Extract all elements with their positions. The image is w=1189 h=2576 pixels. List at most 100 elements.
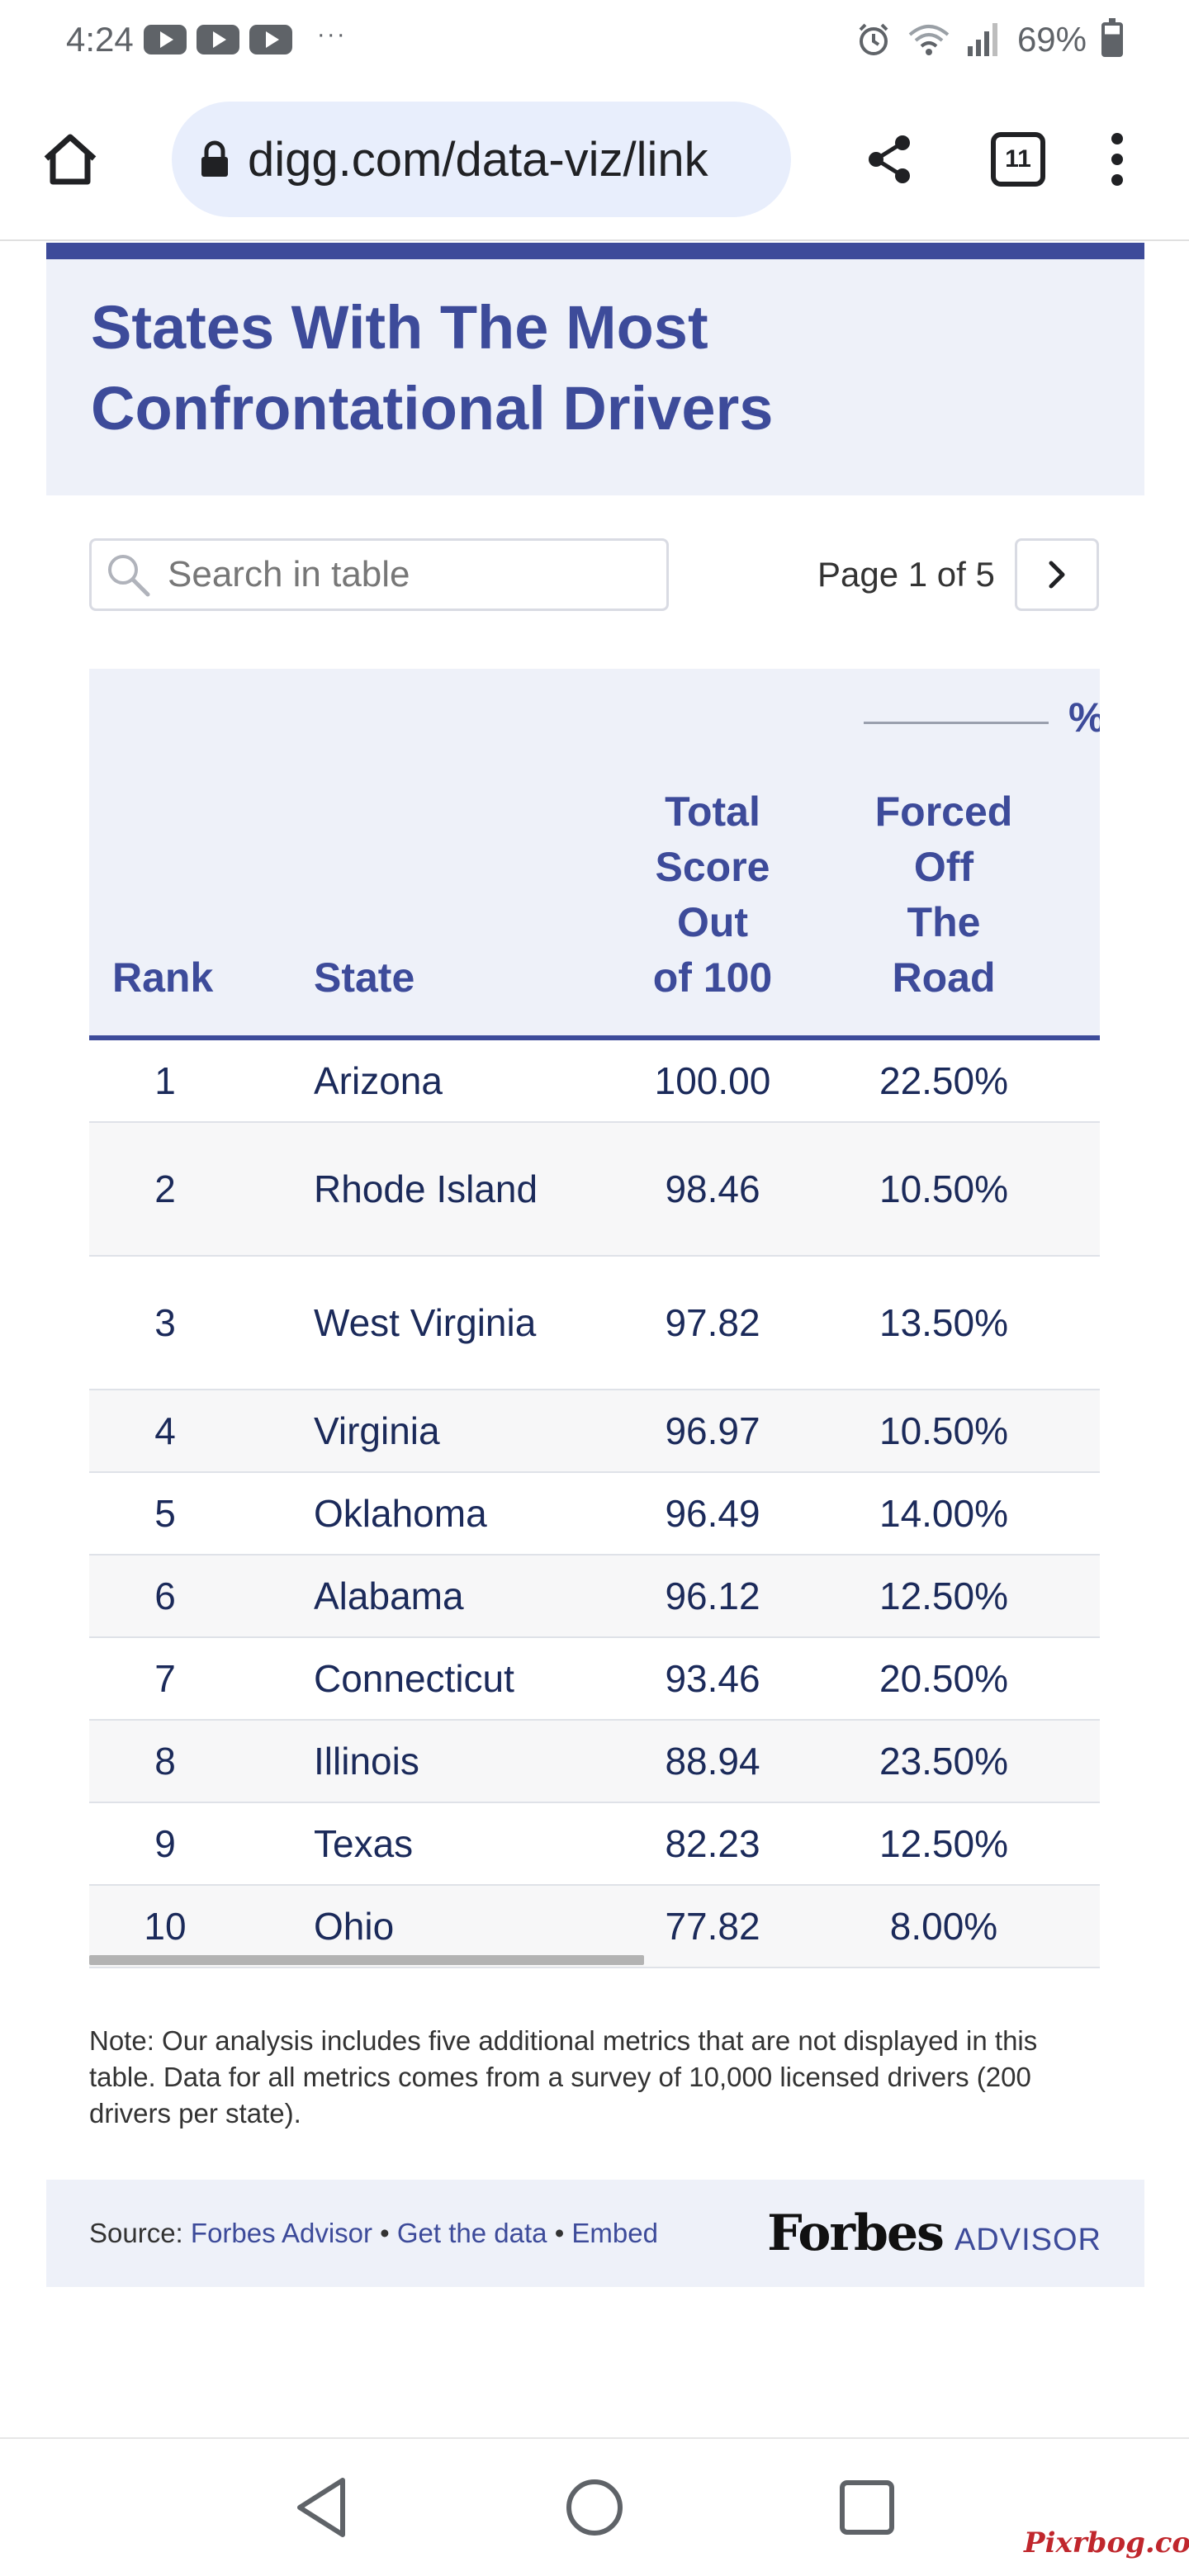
cell-state: Rhode Island xyxy=(314,1167,538,1210)
cell-state: Illinois xyxy=(314,1740,419,1783)
column-group-header: % xyxy=(1068,694,1100,741)
cell-rank: 4 xyxy=(154,1409,176,1452)
table-search[interactable] xyxy=(89,538,669,611)
recents-button[interactable] xyxy=(834,2474,900,2540)
cell-rank: 7 xyxy=(154,1657,176,1700)
pagination: Page 1 of 5 xyxy=(817,538,1099,611)
logo-suffix: ADVISOR xyxy=(954,2223,1101,2257)
cell-score: 98.46 xyxy=(665,1167,760,1210)
cell-forced: 8.00% xyxy=(889,1905,998,1948)
share-icon xyxy=(869,135,910,183)
url-text[interactable]: digg.com/data-viz/link xyxy=(248,132,708,187)
cell-state: Ohio xyxy=(314,1905,395,1948)
youtube-notification-icon xyxy=(143,25,187,54)
menu-dot-icon xyxy=(1111,174,1123,186)
cell-rank: 6 xyxy=(154,1574,176,1617)
system-navigation-bar xyxy=(0,2437,1189,2576)
source-prefix: Source: xyxy=(89,2218,191,2248)
back-triangle-icon xyxy=(297,2478,345,2537)
home-icon xyxy=(44,134,97,185)
cell-rank: 2 xyxy=(154,1167,176,1210)
cell-forced: 22.50% xyxy=(879,1059,1008,1102)
address-bar[interactable]: digg.com/data-viz/link xyxy=(172,102,791,217)
separator: • xyxy=(547,2218,572,2248)
table-row: 1 Arizona 100.00 22.50% xyxy=(89,1040,1100,1123)
back-button[interactable] xyxy=(289,2474,355,2540)
header-text: Total xyxy=(665,788,760,835)
home-circle-icon xyxy=(566,2479,623,2536)
table-horizontal-scrollbar[interactable] xyxy=(89,1955,644,1965)
source-link[interactable]: Forbes Advisor xyxy=(190,2218,372,2248)
card-title-panel: States With The Most Confrontational Dri… xyxy=(46,259,1144,495)
browser-toolbar: digg.com/data-viz/link 11 xyxy=(0,79,1189,241)
status-left: 4:24 ··· xyxy=(66,20,347,59)
table-row: 6 Alabama 96.12 12.50% xyxy=(89,1556,1100,1638)
column-header-rank[interactable]: Rank xyxy=(112,954,214,1001)
youtube-notification-icon xyxy=(196,25,239,54)
header-text: Road xyxy=(892,954,996,1001)
status-bar: 4:24 ··· 69% xyxy=(0,0,1189,79)
data-table[interactable]: % Rank State Total Score Out of 100 Forc… xyxy=(89,669,1100,1972)
table-row: 7 Connecticut 93.46 20.50% xyxy=(89,1638,1100,1721)
tab-switcher-button[interactable]: 11 xyxy=(991,132,1045,187)
embed-link[interactable]: Embed xyxy=(571,2218,658,2248)
cell-forced: 20.50% xyxy=(879,1657,1008,1700)
more-notifications-indicator: ··· xyxy=(316,21,347,48)
cell-score: 82.23 xyxy=(665,1822,760,1865)
cell-forced: 12.50% xyxy=(879,1822,1008,1865)
lock-icon[interactable] xyxy=(200,140,230,178)
table-row: 3 West Virginia 97.82 13.50% xyxy=(89,1257,1100,1390)
share-button[interactable] xyxy=(860,130,918,188)
source-bar: Source: Forbes Advisor • Get the data • … xyxy=(46,2180,1144,2287)
search-input[interactable] xyxy=(168,554,630,595)
table-body: 1 Arizona 100.00 22.50% 2 Rhode Island 9… xyxy=(89,1040,1100,1968)
card-top-rule xyxy=(46,243,1144,259)
column-header-forced-off-road[interactable]: Forced Off The Road xyxy=(849,784,1039,1006)
cell-state: Arizona xyxy=(314,1059,443,1102)
battery-icon xyxy=(1101,18,1123,57)
header-text: Score xyxy=(655,844,770,890)
menu-dot-icon xyxy=(1111,133,1123,144)
youtube-notification-icon xyxy=(249,25,292,54)
search-icon xyxy=(108,555,150,597)
battery-percent: 69% xyxy=(1016,20,1087,59)
clock: 4:24 xyxy=(66,20,134,59)
cell-state: Virginia xyxy=(314,1409,440,1452)
header-text: The xyxy=(907,899,981,945)
table-row: 4 Virginia 96.97 10.50% xyxy=(89,1390,1100,1473)
cell-rank: 10 xyxy=(144,1905,187,1948)
table-row: 5 Oklahoma 96.49 14.00% xyxy=(89,1473,1100,1556)
column-header-total-score[interactable]: Total Score Out of 100 xyxy=(618,784,808,1006)
header-text: Forced xyxy=(874,788,1013,835)
cell-rank: 9 xyxy=(154,1822,176,1865)
overflow-menu-button[interactable] xyxy=(1105,126,1130,192)
header-text: Out xyxy=(676,899,749,945)
forbes-advisor-logo[interactable]: Forbes ADVISOR xyxy=(767,2204,1101,2262)
wifi-icon xyxy=(908,25,950,55)
cell-state: Connecticut xyxy=(314,1657,514,1700)
get-data-link[interactable]: Get the data xyxy=(396,2218,547,2248)
cell-rank: 8 xyxy=(154,1740,176,1783)
cell-state: Oklahoma xyxy=(314,1492,487,1535)
next-page-button[interactable] xyxy=(1014,538,1099,611)
cell-score: 96.97 xyxy=(665,1409,760,1452)
cell-score: 88.94 xyxy=(665,1740,760,1783)
home-button[interactable] xyxy=(33,122,107,197)
column-header-state[interactable]: State xyxy=(314,954,415,1001)
recents-square-icon xyxy=(840,2480,894,2535)
header-text: of 100 xyxy=(652,954,773,1001)
column-group-rule xyxy=(864,722,1049,724)
cell-forced: 12.50% xyxy=(879,1574,1008,1617)
cell-score: 96.12 xyxy=(665,1574,760,1617)
cell-score: 93.46 xyxy=(665,1657,760,1700)
watermark-logo: Pixrbog.com xyxy=(1024,2526,1189,2559)
card-title: States With The Most Confrontational Dri… xyxy=(91,287,1100,449)
cell-forced: 10.50% xyxy=(879,1167,1008,1210)
cell-forced: 13.50% xyxy=(879,1301,1008,1344)
home-nav-button[interactable] xyxy=(561,2474,628,2540)
source-line: Source: Forbes Advisor • Get the data • … xyxy=(89,2218,658,2249)
table-row: 2 Rhode Island 98.46 10.50% xyxy=(89,1123,1100,1257)
cell-score: 77.82 xyxy=(665,1905,760,1948)
cell-state: Alabama xyxy=(314,1574,464,1617)
cell-score: 96.49 xyxy=(665,1492,760,1535)
